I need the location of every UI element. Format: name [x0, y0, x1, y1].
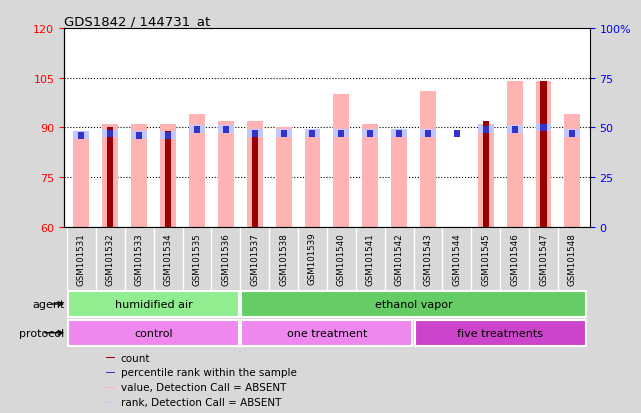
Bar — [106, 357, 115, 358]
Bar — [107, 128, 113, 227]
Text: GSM101539: GSM101539 — [308, 232, 317, 285]
Bar — [106, 372, 115, 373]
Text: humidified air: humidified air — [115, 299, 192, 309]
Text: GSM101543: GSM101543 — [424, 232, 433, 285]
Bar — [483, 121, 489, 227]
Text: percentile rank within the sample: percentile rank within the sample — [121, 368, 297, 377]
Bar — [103, 130, 118, 138]
Bar — [281, 131, 287, 138]
Text: GSM101541: GSM101541 — [366, 232, 375, 285]
Bar — [160, 125, 176, 227]
Text: GSM101533: GSM101533 — [135, 232, 144, 285]
Bar — [136, 133, 142, 139]
FancyBboxPatch shape — [242, 291, 586, 318]
Bar — [512, 127, 518, 133]
Text: GSM101538: GSM101538 — [279, 232, 288, 285]
Bar — [565, 130, 580, 138]
Bar — [333, 130, 349, 138]
Bar — [367, 131, 373, 138]
Text: GSM101544: GSM101544 — [453, 232, 462, 285]
Bar — [247, 121, 263, 227]
Bar — [252, 135, 258, 227]
Bar — [333, 95, 349, 227]
Bar — [540, 125, 547, 131]
Bar — [506, 126, 522, 134]
Bar — [420, 92, 436, 227]
Bar — [107, 131, 113, 138]
Bar — [276, 128, 292, 227]
Bar — [420, 130, 436, 138]
Bar — [569, 131, 576, 138]
Bar — [247, 130, 263, 138]
Text: GSM101547: GSM101547 — [539, 232, 548, 285]
FancyBboxPatch shape — [415, 320, 586, 346]
Text: ethanol vapor: ethanol vapor — [375, 299, 453, 309]
Bar — [131, 132, 147, 140]
Bar — [189, 115, 205, 227]
Text: GSM101535: GSM101535 — [192, 232, 201, 285]
Text: five treatments: five treatments — [457, 328, 543, 338]
Bar — [106, 402, 115, 403]
Text: GSM101532: GSM101532 — [106, 232, 115, 285]
Text: GSM101546: GSM101546 — [510, 232, 519, 285]
Text: GSM101536: GSM101536 — [221, 232, 230, 285]
Bar — [218, 121, 234, 227]
Bar — [276, 130, 292, 138]
Text: rank, Detection Call = ABSENT: rank, Detection Call = ABSENT — [121, 397, 281, 408]
Text: count: count — [121, 353, 151, 363]
Text: control: control — [135, 328, 173, 338]
Text: agent: agent — [32, 299, 65, 309]
Bar — [310, 131, 315, 138]
Bar — [483, 127, 489, 133]
Bar — [536, 124, 551, 132]
Bar — [391, 130, 407, 138]
Text: GSM101534: GSM101534 — [163, 232, 172, 285]
Bar — [160, 132, 176, 140]
Bar — [78, 133, 85, 139]
Bar — [74, 138, 89, 227]
Bar — [362, 130, 378, 138]
Bar — [165, 131, 171, 227]
Bar — [506, 82, 522, 227]
Text: protocol: protocol — [19, 328, 65, 338]
Bar — [103, 125, 118, 227]
Text: GSM101537: GSM101537 — [250, 232, 259, 285]
Bar — [304, 130, 320, 138]
Bar — [165, 133, 171, 139]
Bar — [362, 125, 378, 227]
Bar — [194, 127, 200, 133]
Text: GSM101548: GSM101548 — [568, 232, 577, 285]
Bar — [189, 126, 205, 134]
Bar — [74, 132, 89, 140]
Bar — [478, 126, 494, 134]
Bar — [454, 131, 460, 138]
FancyBboxPatch shape — [68, 320, 239, 346]
Text: GSM101542: GSM101542 — [395, 232, 404, 285]
Text: GSM101545: GSM101545 — [481, 232, 490, 285]
FancyBboxPatch shape — [242, 320, 412, 346]
Bar — [391, 135, 407, 227]
Text: GSM101540: GSM101540 — [337, 232, 346, 285]
Bar — [218, 126, 234, 134]
Text: one treatment: one treatment — [287, 328, 367, 338]
Bar — [223, 127, 229, 133]
Text: value, Detection Call = ABSENT: value, Detection Call = ABSENT — [121, 382, 287, 392]
Bar — [338, 131, 344, 138]
Bar — [252, 131, 258, 138]
Bar — [304, 131, 320, 227]
Bar — [565, 115, 580, 227]
Bar — [396, 131, 402, 138]
Bar — [425, 131, 431, 138]
Bar — [131, 125, 147, 227]
Text: GSM101531: GSM101531 — [77, 232, 86, 285]
Text: GDS1842 / 144731_at: GDS1842 / 144731_at — [64, 15, 210, 28]
FancyBboxPatch shape — [68, 291, 239, 318]
Bar — [106, 387, 115, 388]
Bar — [540, 82, 547, 227]
Bar — [536, 82, 551, 227]
Bar — [478, 125, 494, 227]
